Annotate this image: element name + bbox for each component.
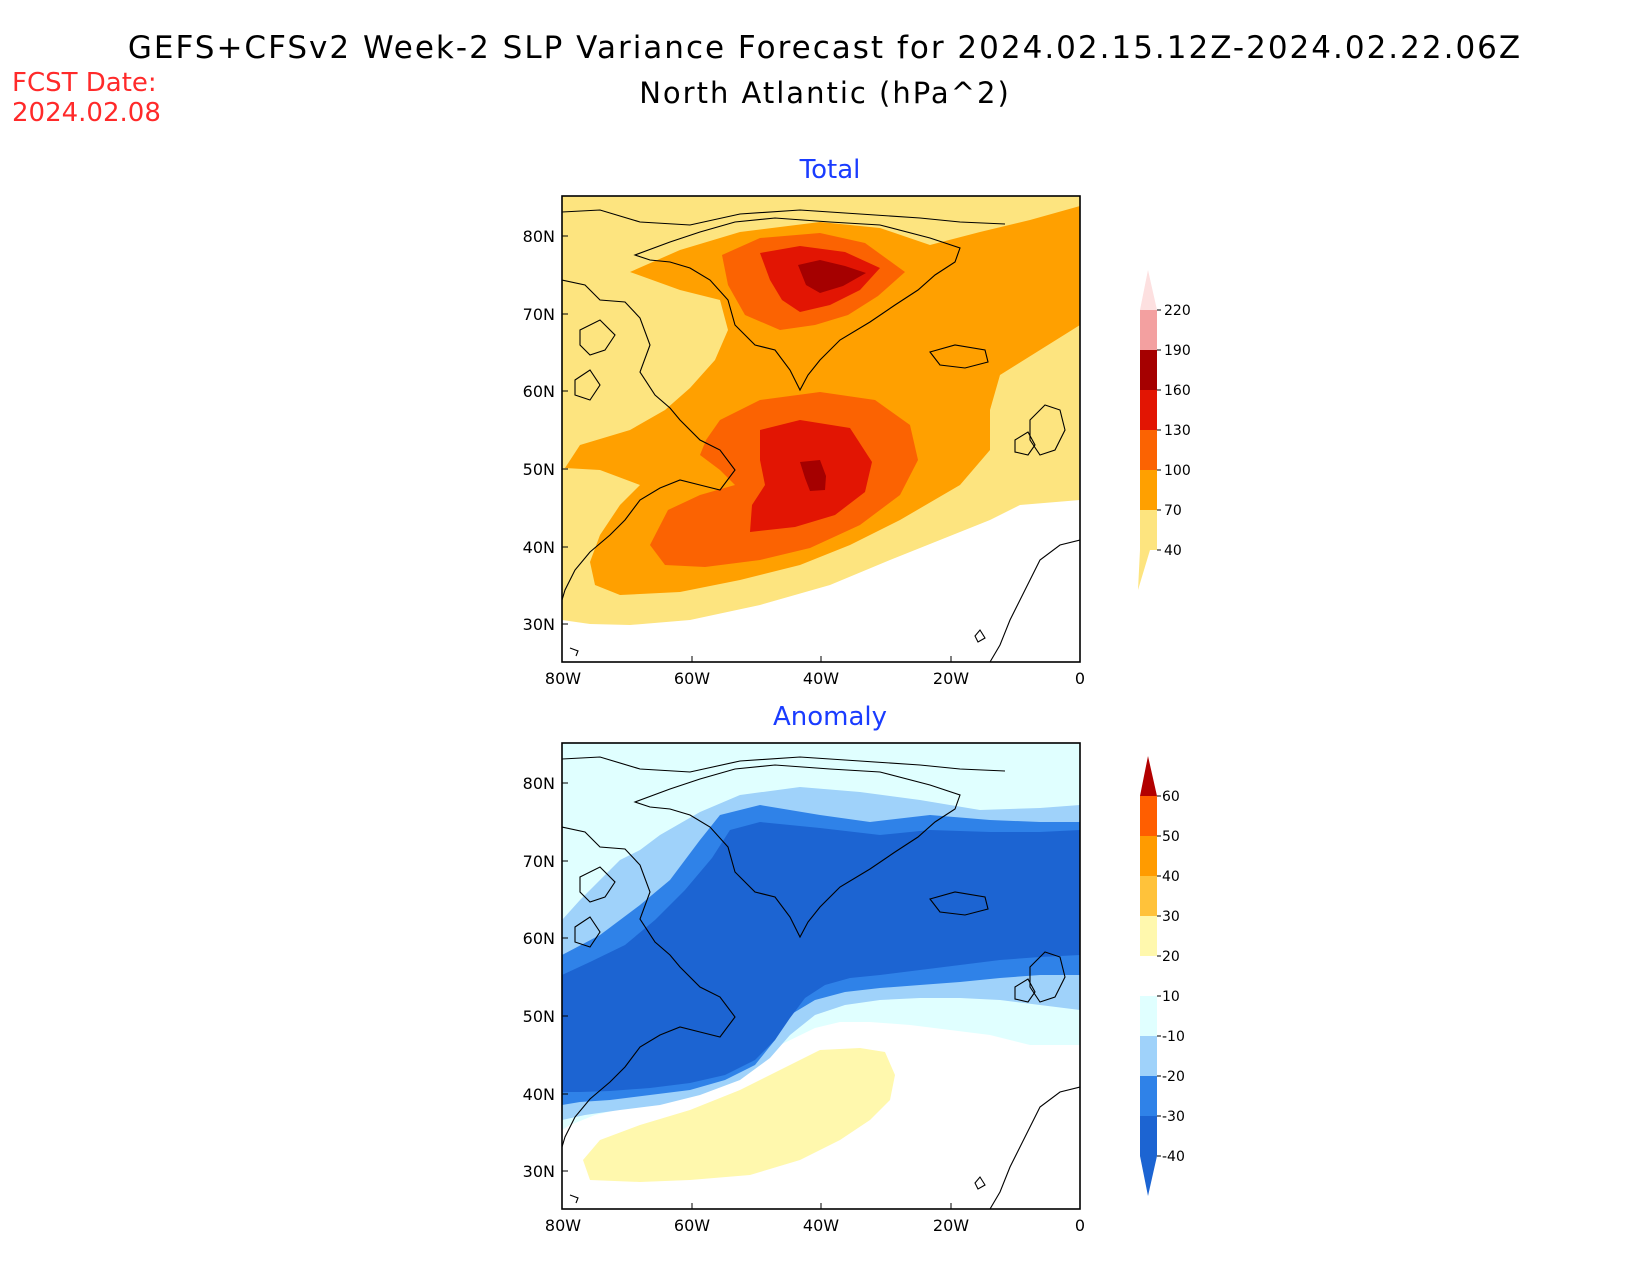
total-panel: Total xyxy=(523,155,1191,688)
total-lat-tick-label: 30N xyxy=(523,615,555,634)
main-title: GEFS+CFSv2 Week-2 SLP Variance Forecast … xyxy=(127,30,1523,66)
fcst-date-value: 2024.02.08 xyxy=(12,98,161,128)
anomaly-lat-tick-label: 40N xyxy=(523,1085,555,1104)
anomaly-colorbar-swatch xyxy=(1140,836,1157,876)
total-colorbar-upper-cap xyxy=(1140,270,1157,310)
total-map-field xyxy=(562,196,1080,662)
anomaly-lon-tick-label: 20W xyxy=(933,1216,969,1235)
total-lon-tick-label: 20W xyxy=(933,669,969,688)
anomaly-colorbar-label: -10 xyxy=(1162,1029,1185,1045)
total-colorbar-label: 70 xyxy=(1164,503,1182,519)
total-lat-tick-label: 70N xyxy=(523,305,555,324)
total-colorbar-label: 100 xyxy=(1164,463,1191,479)
anomaly-colorbar-swatch xyxy=(1140,796,1157,836)
anomaly-coastlines xyxy=(562,756,1080,1209)
total-colorbar-swatch xyxy=(1140,510,1157,550)
total-colorbar-label: 160 xyxy=(1164,383,1191,399)
anomaly-colorbar-swatch xyxy=(1140,876,1157,916)
total-contour-160-south xyxy=(800,460,826,491)
total-lat-tick-label: 60N xyxy=(523,382,555,401)
anomaly-colorbar-swatch xyxy=(1140,956,1157,996)
total-colorbar-lower-cap xyxy=(1138,550,1150,590)
anomaly-colorbar-swatch xyxy=(1140,996,1157,1036)
total-colorbar-swatch xyxy=(1140,310,1157,350)
total-lon-ticks: 80W 60W 40W 20W 0 xyxy=(545,656,1085,688)
anomaly-colorbar-label: 30 xyxy=(1162,909,1180,925)
total-lat-tick-label: 80N xyxy=(523,227,555,246)
anomaly-colorbar-label: 60 xyxy=(1162,789,1180,805)
anomaly-lon-tick-label: 80W xyxy=(545,1216,581,1235)
anomaly-contour-minus40 xyxy=(562,822,1080,1092)
anomaly-contour-plus10 xyxy=(583,1048,895,1182)
anomaly-colorbar-label: 10 xyxy=(1162,989,1180,1005)
anomaly-panel-title: Anomaly xyxy=(773,702,887,732)
anomaly-colorbar: -40 -30 -20 -10 10 20 30 40 50 60 xyxy=(1140,756,1185,1196)
anomaly-colorbar-swatch xyxy=(1140,1076,1157,1116)
anomaly-colorbar-swatch xyxy=(1140,916,1157,956)
total-lat-tick-label: 50N xyxy=(523,460,555,479)
anomaly-lat-tick-label: 50N xyxy=(523,1007,555,1026)
anomaly-lon-tick-label: 60W xyxy=(674,1216,710,1235)
anomaly-panel: Anomaly xyxy=(523,702,1185,1235)
anomaly-lon-ticks: 80W 60W 40W 20W 0 xyxy=(545,1203,1085,1235)
total-colorbar-label: 40 xyxy=(1164,543,1182,559)
anomaly-lat-tick-label: 30N xyxy=(523,1162,555,1181)
total-colorbar-label: 130 xyxy=(1164,423,1191,439)
main-subtitle: North Atlantic (hPa^2) xyxy=(639,76,1011,110)
total-lon-tick-label: 60W xyxy=(674,669,710,688)
fcst-date-label: FCST Date: xyxy=(12,68,157,98)
anomaly-colorbar-label: 20 xyxy=(1162,949,1180,965)
total-lat-tick-label: 40N xyxy=(523,538,555,557)
total-colorbar: 40 70 100 130 160 190 220 xyxy=(1138,270,1191,590)
total-colorbar-label: 190 xyxy=(1164,343,1191,359)
total-colorbar-swatch xyxy=(1140,350,1157,390)
total-coastlines xyxy=(562,209,1080,662)
total-lon-tick-label: 40W xyxy=(803,669,839,688)
total-lon-tick-label: 80W xyxy=(545,669,581,688)
anomaly-map-field xyxy=(562,743,1080,1209)
total-colorbar-label: 220 xyxy=(1164,303,1191,319)
anomaly-colorbar-swatch xyxy=(1140,1036,1157,1076)
anomaly-colorbar-swatch xyxy=(1140,1116,1157,1156)
total-colorbar-swatch xyxy=(1140,430,1157,470)
anomaly-colorbar-upper-cap xyxy=(1140,756,1157,796)
anomaly-lon-tick-label: 40W xyxy=(803,1216,839,1235)
anomaly-lat-tick-label: 80N xyxy=(523,774,555,793)
total-contour-160-north xyxy=(798,260,866,293)
total-panel-title: Total xyxy=(799,155,861,185)
total-lat-ticks: 80N 70N 60N 50N 40N 30N xyxy=(523,227,568,634)
total-colorbar-swatch xyxy=(1140,390,1157,430)
anomaly-colorbar-label: -40 xyxy=(1162,1149,1185,1165)
anomaly-colorbar-label: 50 xyxy=(1162,829,1180,845)
anomaly-colorbar-lower-cap xyxy=(1140,1156,1157,1196)
total-lon-tick-label: 0 xyxy=(1075,669,1085,688)
anomaly-lon-tick-label: 0 xyxy=(1075,1216,1085,1235)
total-colorbar-swatch xyxy=(1140,470,1157,510)
anomaly-lat-ticks: 80N 70N 60N 50N 40N 30N xyxy=(523,774,568,1181)
anomaly-colorbar-label: -20 xyxy=(1162,1069,1185,1085)
anomaly-colorbar-label: 40 xyxy=(1162,869,1180,885)
anomaly-lat-tick-label: 60N xyxy=(523,929,555,948)
anomaly-lat-tick-label: 70N xyxy=(523,852,555,871)
anomaly-colorbar-label: -30 xyxy=(1162,1109,1185,1125)
